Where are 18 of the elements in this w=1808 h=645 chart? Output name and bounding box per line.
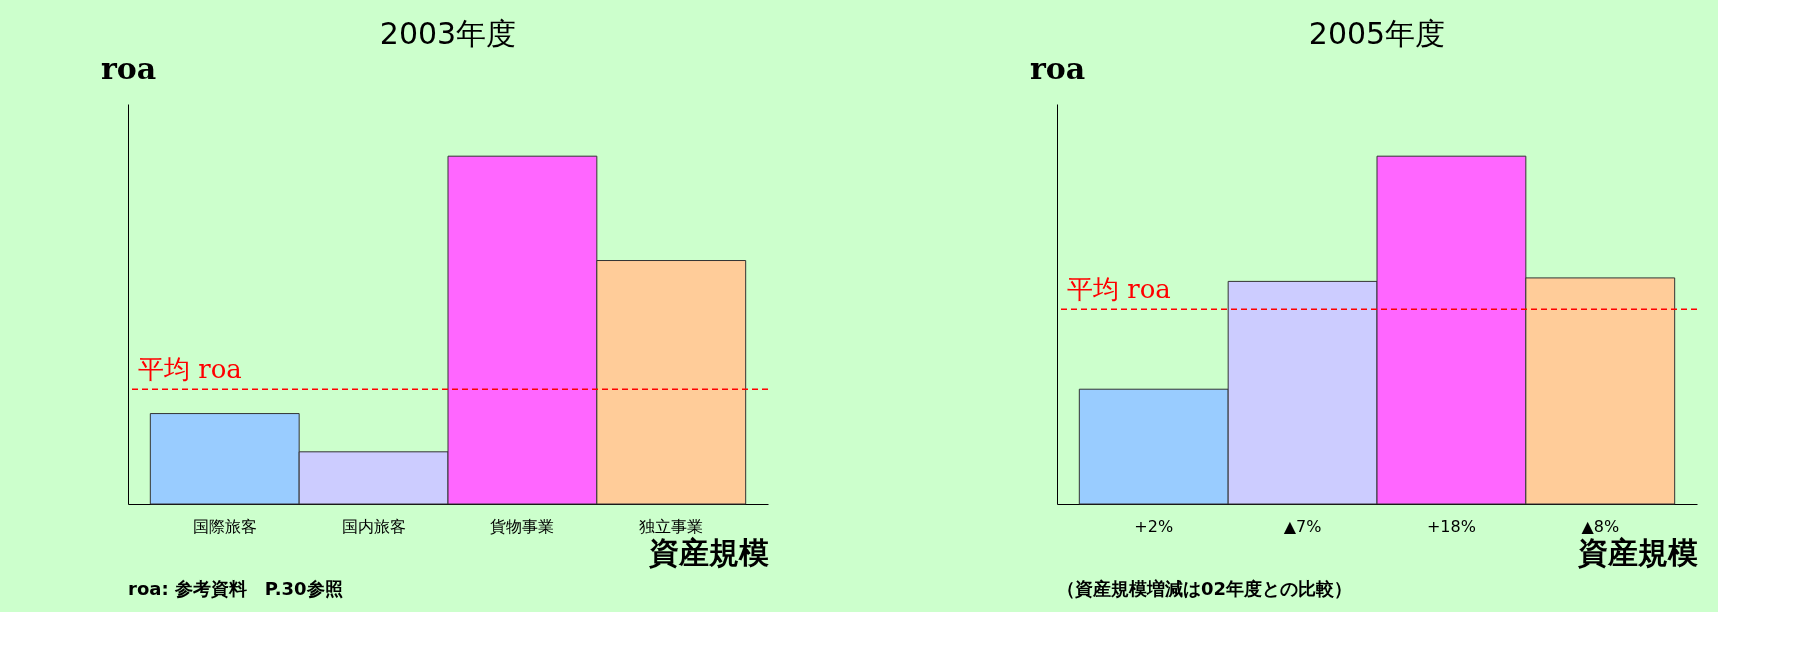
x-tick-label: ▲8%	[1581, 516, 1620, 536]
x-tick-label: 国内旅客	[341, 516, 406, 536]
x-tick-label: 貨物事業	[490, 516, 555, 536]
x-tick-label: 国際旅客	[192, 516, 257, 536]
x-tick-label: ▲7%	[1283, 516, 1322, 536]
text: roa: 参考資料 P.30参照	[128, 578, 343, 599]
ref-line-label: 平均 roa	[138, 354, 242, 385]
x-axis-title: 資産規模	[1576, 534, 1698, 570]
chart-title: 2003年度	[379, 16, 517, 51]
x-tick-label: +2%	[1134, 516, 1174, 536]
ref-line-label: 平均 roa	[1067, 274, 1171, 305]
x-axis-title: 資産規模	[647, 534, 769, 570]
y-axis-title: roa	[100, 50, 157, 86]
text: （資産規模増減は02年度との比較）	[1057, 578, 1353, 599]
x-tick-label: 独立事業	[639, 516, 704, 536]
chart-title: 2005年度	[1308, 16, 1446, 51]
x-tick-label: +18%	[1426, 516, 1476, 536]
y-axis-title: roa	[1029, 50, 1086, 86]
